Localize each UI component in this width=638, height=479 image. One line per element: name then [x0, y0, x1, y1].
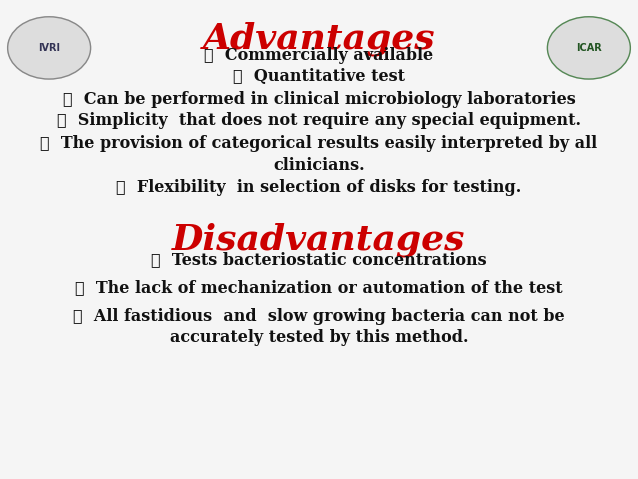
Circle shape [547, 17, 630, 79]
Text: ICAR: ICAR [576, 43, 602, 53]
Text: clinicians.: clinicians. [273, 157, 365, 174]
Text: Advantages: Advantages [203, 22, 435, 56]
Circle shape [8, 17, 91, 79]
Text: ➢  Simplicity  that does not require any special equipment.: ➢ Simplicity that does not require any s… [57, 112, 581, 129]
Text: accurately tested by this method.: accurately tested by this method. [170, 329, 468, 346]
Text: ➢  Can be performed in clinical microbiology laboratories: ➢ Can be performed in clinical microbiol… [63, 91, 575, 108]
Text: ➢  All fastidious  and  slow growing bacteria can not be: ➢ All fastidious and slow growing bacter… [73, 308, 565, 325]
Text: Disadvantages: Disadvantages [172, 223, 466, 257]
Text: ➢  The provision of categorical results easily interpreted by all: ➢ The provision of categorical results e… [40, 135, 598, 152]
Text: IVRI: IVRI [38, 43, 60, 53]
Text: ➢  Commercially available: ➢ Commercially available [204, 46, 434, 64]
Text: ➢  The lack of mechanization or automation of the test: ➢ The lack of mechanization or automatio… [75, 279, 563, 296]
Text: ➢  Flexibility  in selection of disks for testing.: ➢ Flexibility in selection of disks for … [116, 179, 522, 196]
Text: ➢  Tests bacteriostatic concentrations: ➢ Tests bacteriostatic concentrations [151, 251, 487, 268]
Text: ➢  Quantitative test: ➢ Quantitative test [233, 68, 405, 85]
